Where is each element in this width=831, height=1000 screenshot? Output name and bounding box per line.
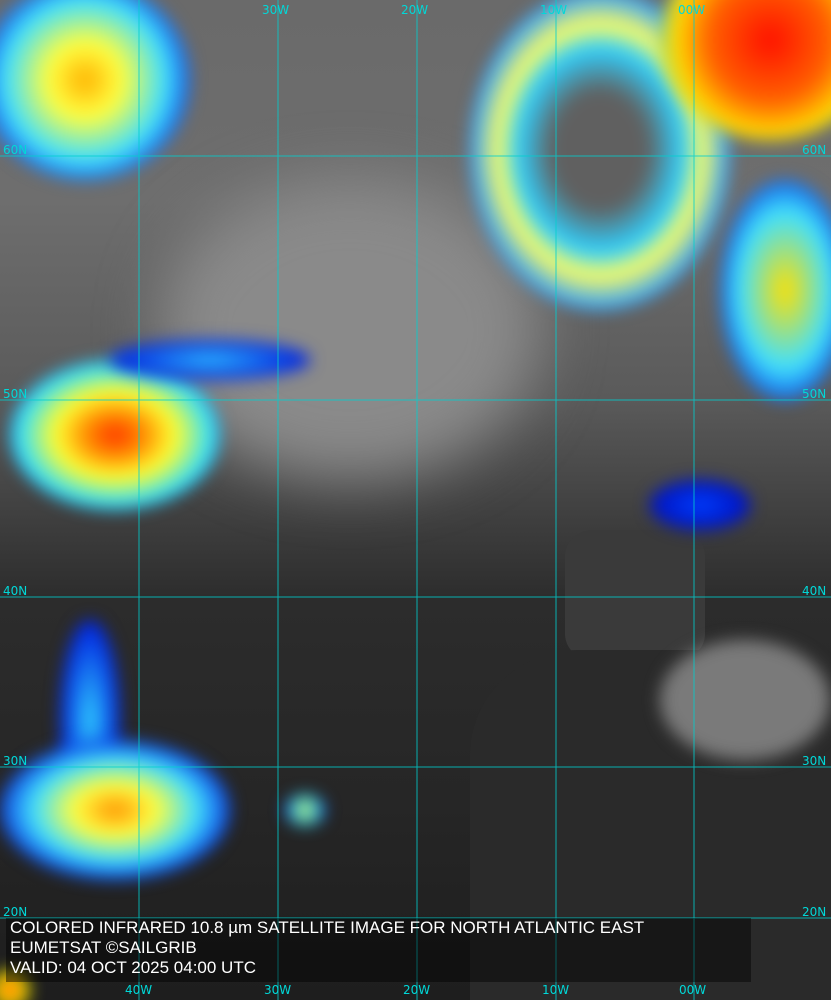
lat-label-left: 40N: [3, 584, 28, 598]
lat-label-right: 20N: [802, 905, 827, 919]
france-cloud: [650, 480, 750, 530]
lon-label-bottom: 40W: [125, 983, 153, 997]
lat-label-left: 60N: [3, 143, 28, 157]
lat-label-right: 60N: [802, 143, 827, 157]
iberia-land: [565, 530, 705, 660]
southwest-convection: [0, 740, 230, 880]
lon-label-bottom: 10W: [542, 983, 570, 997]
lon-label-top: 20W: [401, 3, 429, 17]
greenland-cloud: [0, 0, 190, 180]
lat-label-left: 20N: [3, 905, 28, 919]
lon-label-top: 30W: [262, 3, 290, 17]
lon-label-bottom: 20W: [403, 983, 431, 997]
lon-label-top: 10W: [540, 3, 568, 17]
sahara-haze: [660, 640, 830, 760]
lat-label-right: 40N: [802, 584, 827, 598]
cloud-band: [160, 180, 540, 480]
small-convection: [285, 795, 325, 825]
lat-label-left: 50N: [3, 387, 28, 401]
cloud-streak: [110, 340, 310, 380]
lon-label-top: 00W: [678, 3, 706, 17]
lat-label-left: 30N: [3, 754, 28, 768]
caption-background: [6, 918, 751, 982]
east-front-cloud: [720, 180, 831, 400]
lat-label-right: 50N: [802, 387, 827, 401]
lon-label-bottom: 30W: [264, 983, 292, 997]
image-source: EUMETSAT ©SAILGRIB: [10, 938, 197, 957]
valid-time: VALID: 04 OCT 2025 04:00 UTC: [10, 958, 256, 977]
atlantic-low-cloud: [10, 360, 220, 510]
lat-label-right: 30N: [802, 754, 827, 768]
image-title: COLORED INFRARED 10.8 µm SATELLITE IMAGE…: [10, 918, 645, 937]
lon-label-bottom: 00W: [679, 983, 707, 997]
